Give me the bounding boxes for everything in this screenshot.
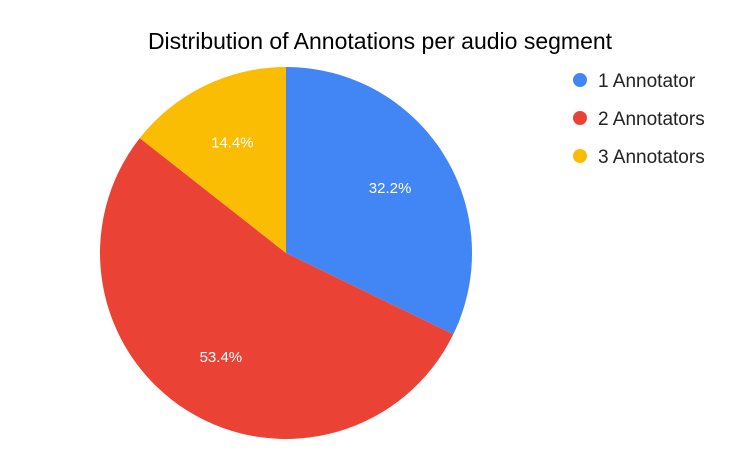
pie-slices (99, 67, 472, 440)
legend-label-1: 1 Annotator (598, 71, 696, 92)
pie-slice-3 (139, 67, 286, 253)
legend-swatch-2 (573, 111, 587, 125)
pie-slice-1 (286, 67, 472, 335)
slice-label-2: 53.4% (200, 349, 243, 366)
legend-swatch-1 (573, 73, 587, 87)
legend-label-2: 2 Annotators (598, 109, 705, 130)
slice-label-1: 32.2% (369, 180, 412, 197)
pie-slice-labels: 32.2% 53.4% 14.4% (200, 135, 412, 366)
slice-label-3: 14.4% (211, 135, 254, 152)
legend: 1 Annotator 2 Annotators 3 Annotators (573, 71, 705, 168)
legend-swatch-3 (573, 149, 587, 163)
legend-label-3: 3 Annotators (598, 147, 705, 168)
pie-slice-2 (99, 138, 454, 440)
chart-title: Distribution of Annotations per audio se… (148, 28, 613, 54)
